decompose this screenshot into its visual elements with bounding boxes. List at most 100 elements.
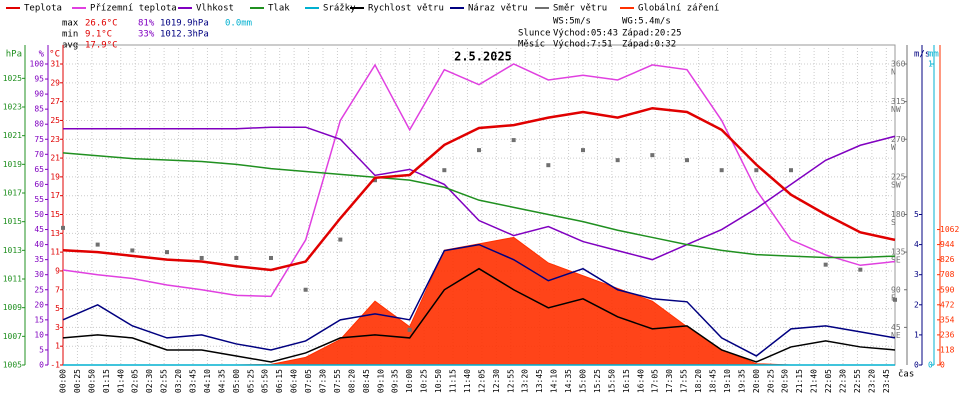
y-tick-label: 15: [50, 210, 60, 219]
x-tick-label: 18:20: [694, 369, 703, 393]
axis-unit: mm: [928, 50, 939, 60]
y-tick-label: 1: [928, 60, 933, 69]
moon-text: Měsíc: [518, 40, 545, 50]
y-tick-label: 118: [940, 345, 955, 354]
y-tick-label: 95: [34, 75, 44, 84]
y-tick-label: 0: [39, 361, 44, 370]
y-tick-label: 1: [55, 342, 60, 351]
stat-text: 1012.3hPa: [160, 30, 209, 40]
x-tick-label: 04:10: [203, 369, 212, 393]
y-tick-label: 1019: [3, 160, 22, 169]
compass-label: NW: [891, 105, 901, 114]
y-tick-label: 85: [34, 105, 44, 114]
x-tick-label: 17:05: [651, 369, 660, 393]
direction-point: [719, 168, 724, 173]
y-tick-label: 25: [34, 285, 44, 294]
y-tick-label: 1007: [3, 332, 22, 341]
x-tick-label: 18:45: [709, 369, 718, 393]
x-tick-label: 21:15: [795, 369, 804, 393]
stat-text: avg: [62, 41, 78, 51]
direction-point: [789, 168, 793, 173]
y-tick-label: 100: [30, 60, 45, 69]
direction-point: [615, 158, 620, 163]
wind-stat: WG:5.4m/s: [622, 17, 671, 27]
y-tick-label: 354: [940, 315, 955, 324]
x-tick-label: 22:05: [824, 369, 833, 393]
series-line: [62, 106, 896, 272]
x-tick-label: 10:25: [420, 369, 429, 393]
x-tick-label: 17:55: [680, 369, 689, 393]
y-tick-label: 15: [34, 315, 44, 324]
x-tick-label: 20:50: [781, 369, 790, 393]
y-tick-label: 23: [50, 135, 60, 144]
y-tick-label: 9: [55, 266, 60, 275]
y-tick-label: 5: [55, 304, 60, 313]
x-tick-label: 19:10: [723, 369, 732, 393]
y-tick-label: 75: [34, 135, 44, 144]
y-tick-label: 1062: [940, 225, 959, 234]
x-tick-label: 14:35: [564, 369, 573, 393]
x-tick-label: 15:00: [579, 369, 588, 393]
x-tick-label: 13:20: [521, 369, 530, 393]
legend-label: Vlhkost: [196, 4, 234, 14]
stat-text: 33%: [138, 30, 155, 40]
stat-text: 17.9°C: [85, 41, 118, 51]
y-tick-label: 5: [39, 345, 44, 354]
y-tick-label: 45: [891, 323, 901, 332]
compass-label: SW: [891, 180, 901, 189]
legend-label: Náraz větru: [468, 4, 528, 14]
y-tick-label: 1005: [3, 361, 22, 370]
y-tick-label: 17: [50, 191, 60, 200]
y-tick-label: 70: [34, 150, 44, 159]
compass-label: S: [891, 218, 896, 227]
axis-unit: %: [39, 50, 45, 60]
y-tick-label: 45: [34, 225, 44, 234]
x-tick-label: 17:30: [665, 369, 674, 393]
moon-text: Západ:0:32: [622, 40, 676, 50]
direction-point: [477, 148, 481, 153]
x-tick-label: 05:50: [261, 369, 270, 393]
direction-point: [546, 163, 551, 168]
x-tick-label: 11:40: [463, 369, 472, 393]
y-tick-label: 60: [34, 180, 44, 189]
compass-label: W: [891, 143, 896, 152]
y-tick-label: 1011: [3, 275, 22, 284]
direction-point: [234, 255, 239, 260]
y-tick-label: 0: [914, 361, 919, 370]
legend-label: Srážky: [323, 4, 356, 14]
x-tick-label: 10:50: [434, 369, 443, 393]
x-tick-label: 05:00: [232, 369, 241, 393]
y-tick-label: 35: [34, 255, 44, 264]
x-tick-label: 16:15: [622, 369, 631, 393]
chart-title: 2.5.2025: [454, 50, 512, 64]
stat-text: 1019.9hPa: [160, 19, 209, 29]
x-tick-label: 15:25: [593, 369, 602, 393]
axis-unit: m/s: [914, 50, 930, 60]
x-tick-label: 21:40: [810, 369, 819, 393]
legend-label: Globální záření: [638, 4, 719, 14]
y-tick-label: 90: [891, 285, 901, 294]
y-tick-label: 80: [34, 120, 44, 129]
direction-point: [407, 327, 412, 332]
direction-point: [754, 168, 759, 173]
direction-point: [858, 267, 863, 272]
x-tick-label: 09:10: [376, 369, 385, 393]
y-tick-label: 3: [55, 323, 60, 332]
y-tick-label: 1017: [3, 189, 22, 198]
x-tick-label: 20:00: [752, 369, 761, 393]
y-tick-label: 25: [50, 116, 60, 125]
x-tick-label: 23:20: [867, 369, 876, 393]
x-tick-label: 06:40: [290, 369, 299, 393]
stat-text: 81%: [138, 19, 155, 29]
x-tick-label: 07:05: [304, 369, 313, 393]
y-tick-label: 270: [891, 135, 906, 144]
y-tick-label: 135: [891, 248, 906, 257]
legend-label: Rychlost větru: [368, 4, 444, 14]
x-tick-label: 06:15: [275, 369, 284, 393]
legend-label: Směr větru: [553, 4, 607, 14]
stat-text: 0.0mm: [225, 19, 252, 29]
x-tick-label: 12:05: [477, 369, 486, 393]
compass-label: N: [891, 68, 896, 77]
direction-point: [581, 148, 585, 153]
